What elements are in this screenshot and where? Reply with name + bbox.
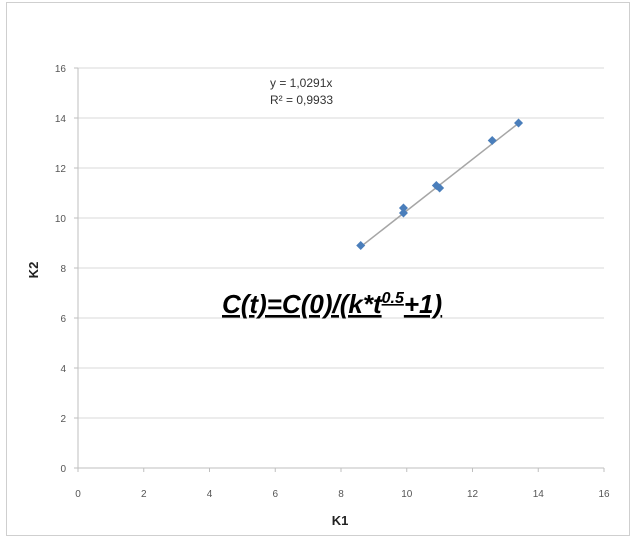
data-point-4 <box>435 183 445 193</box>
axes <box>74 67 605 472</box>
y-tick-label-2: 2 <box>60 414 66 425</box>
data-point-2 <box>398 203 408 213</box>
y-tick-label-0: 0 <box>60 464 66 475</box>
data-point-6 <box>514 118 524 128</box>
x-tick-label-6: 6 <box>272 489 278 500</box>
y-tick-label-14: 14 <box>55 114 67 125</box>
x-tick-label-12: 12 <box>467 489 479 500</box>
grid-lines <box>78 67 604 419</box>
data-point-1 <box>398 208 408 218</box>
data-point-0 <box>356 241 366 250</box>
trendline-equation: y = 1,0291x <box>270 76 332 90</box>
formula-tail: +1) <box>404 289 442 319</box>
x-tick-label-16: 16 <box>598 489 610 500</box>
x-axis-title: K1 <box>332 513 349 528</box>
chart-frame <box>6 2 630 536</box>
x-tick-labels: 0 2 4 6 8 10 12 14 16 <box>75 489 610 500</box>
y-tick-label-12: 12 <box>55 164 67 175</box>
x-tick-label-8: 8 <box>338 489 344 500</box>
formula-annotation: C(t)=C(0)/(k*t0.5+1) <box>222 289 442 319</box>
trendline-r-squared: R² = 0,9933 <box>270 93 333 107</box>
y-tick-label-10: 10 <box>55 214 67 225</box>
y-tick-label-16: 16 <box>55 64 67 75</box>
formula-exponent: 0.5 <box>382 290 405 307</box>
y-tick-label-8: 8 <box>60 264 66 275</box>
x-tick-label-2: 2 <box>141 489 147 500</box>
y-tick-label-4: 4 <box>60 364 66 375</box>
formula-base: C(t)=C(0)/(k*t <box>222 289 383 319</box>
data-point-5 <box>487 136 497 145</box>
y-axis-title: K2 <box>26 262 41 279</box>
x-tick-label-10: 10 <box>401 489 413 500</box>
y-tick-label-6: 6 <box>60 314 66 325</box>
x-tick-label-14: 14 <box>533 489 545 500</box>
x-tick-label-0: 0 <box>75 489 81 500</box>
data-points <box>356 118 524 250</box>
y-tick-labels: 0 2 4 6 8 10 12 14 16 <box>55 64 67 475</box>
x-tick-label-4: 4 <box>207 489 213 500</box>
